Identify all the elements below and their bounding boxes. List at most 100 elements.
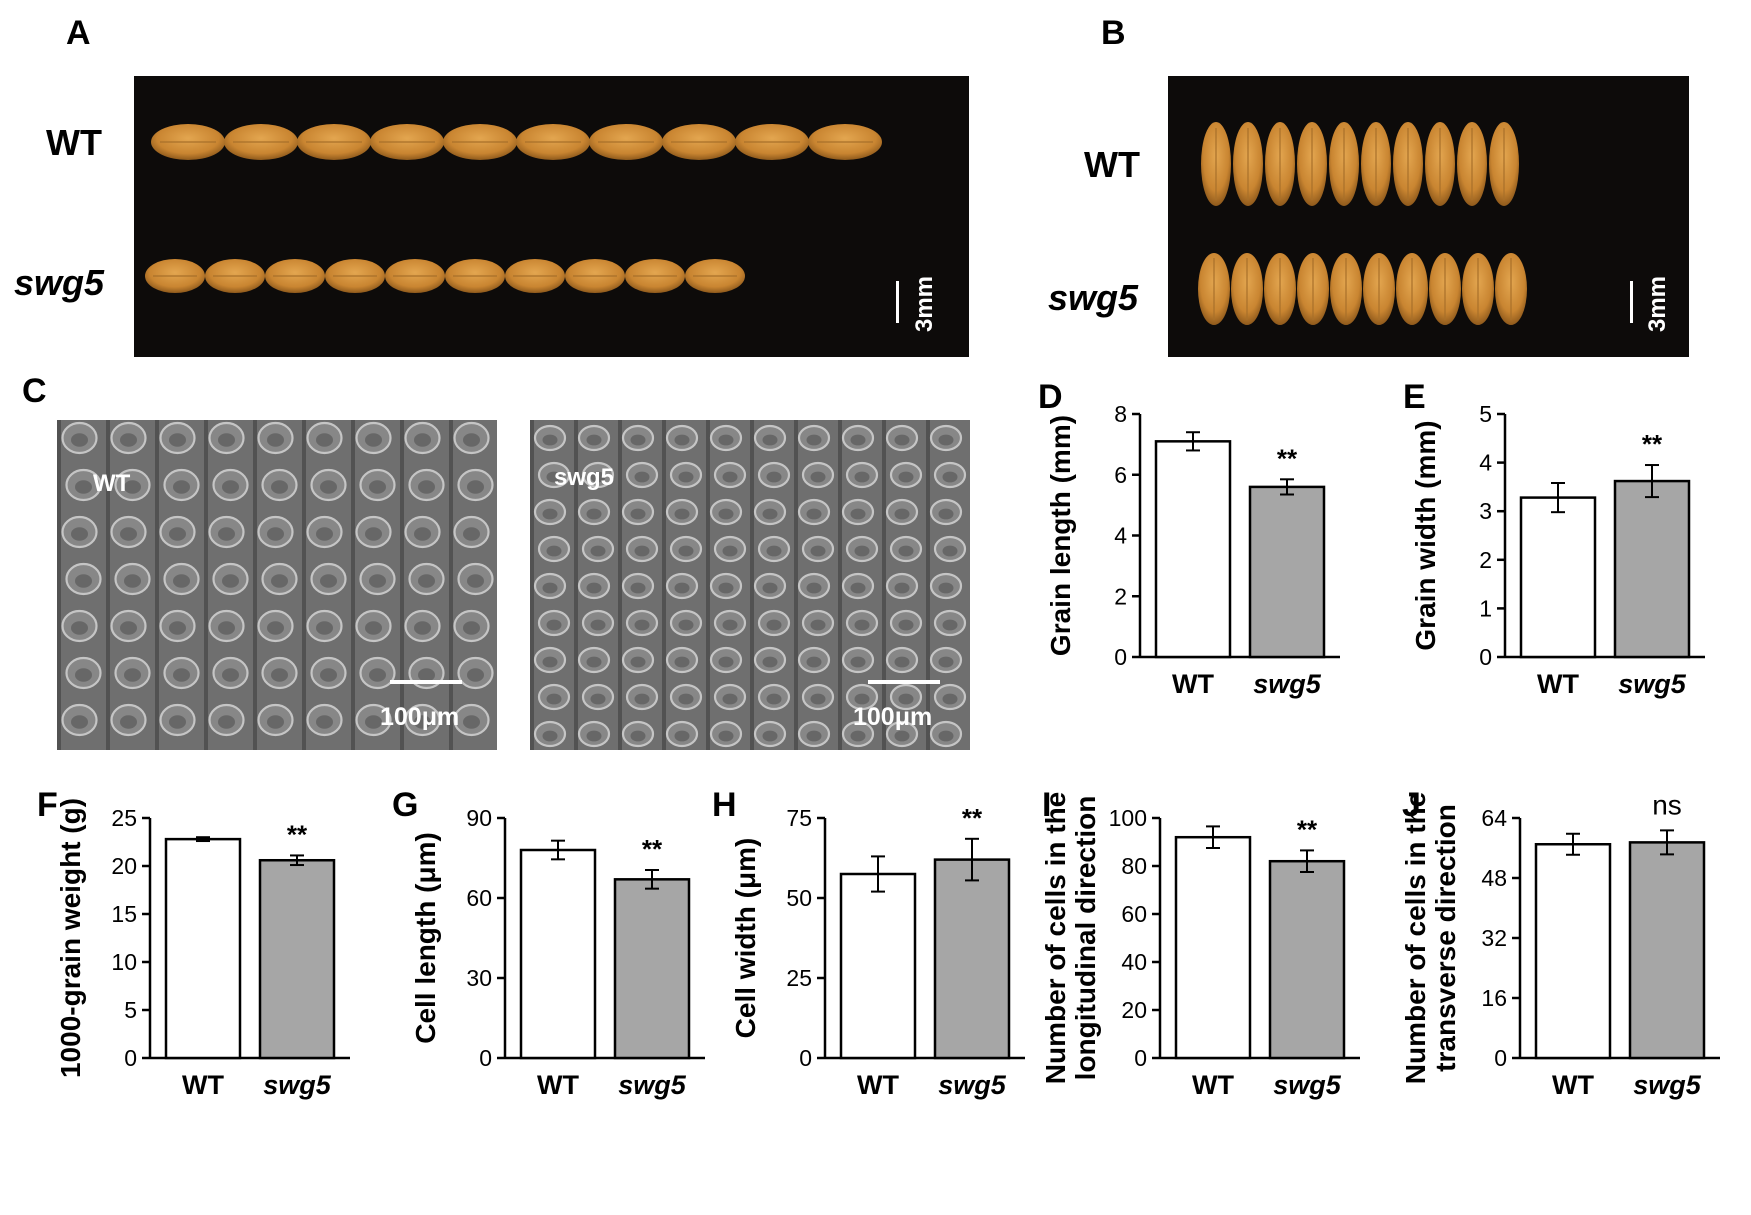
y-axis-label: transverse direction: [1430, 804, 1461, 1072]
sem-scale-bar-swg5: [868, 680, 940, 684]
y-axis-label: Number of cells in the: [1040, 792, 1071, 1085]
x-tick-label: WT: [1537, 669, 1579, 699]
scale-bar-b: [1630, 281, 1633, 323]
bar-swg5: [1613, 479, 1691, 659]
y-axis-label: longitudinal direction: [1070, 796, 1101, 1081]
y-tick-label: 90: [466, 805, 492, 831]
significance-marker: **: [1297, 814, 1318, 844]
grain-width-photo-drawing: [1198, 122, 1633, 325]
sem-image-swg5: swg5 100μm: [530, 420, 970, 750]
chart-grain-width: E 0 1 2 3 4 5 Grain width (mm) WT ** swg5: [1403, 378, 1705, 699]
y-tick-label: 15: [111, 901, 137, 927]
y-tick-label: 2: [1114, 583, 1127, 609]
significance-marker: ns: [1652, 789, 1682, 820]
panel-letter: I: [1042, 786, 1051, 824]
panel-letter: F: [37, 786, 58, 824]
y-tick-label: 4: [1479, 450, 1492, 476]
y-tick-label: 64: [1481, 805, 1507, 831]
y-tick-label: 0: [1114, 644, 1127, 670]
grain-rows-b: [1198, 122, 1527, 325]
panel-b-wt-label: WT: [1084, 144, 1140, 185]
sem-texture-wt: [57, 420, 497, 750]
x-tick-label: WT: [1192, 1070, 1234, 1100]
y-tick-label: 10: [111, 949, 137, 975]
y-tick-label: 25: [111, 805, 137, 831]
bar-wt: [1174, 835, 1252, 1060]
panel-letter-a: A: [66, 14, 91, 52]
bar-swg5: [1628, 841, 1706, 1060]
y-axis-label: Cell width (μm): [730, 838, 761, 1039]
scale-label-b: 3mm: [1644, 275, 1671, 332]
significance-marker: **: [642, 834, 663, 864]
bar-wt: [164, 837, 242, 1060]
panel-letter: H: [712, 786, 737, 824]
bar-swg5: [1268, 859, 1346, 1060]
grain-rows-a: [145, 124, 882, 293]
x-tick-label: WT: [857, 1070, 899, 1100]
y-tick-label: 32: [1481, 925, 1507, 951]
scale-label-a: 3mm: [911, 275, 938, 332]
y-tick-label: 0: [799, 1045, 812, 1071]
y-tick-label: 5: [1479, 401, 1492, 427]
bar-wt: [1154, 440, 1232, 659]
chart-grain-length: D 0 2 4 6 8 Grain length (mm) WT ** swg5: [1038, 378, 1340, 699]
grain-length-photo-drawing: [145, 124, 899, 323]
y-tick-label: 50: [786, 885, 812, 911]
y-tick-label: 75: [786, 805, 812, 831]
y-tick-label: 0: [1479, 644, 1492, 670]
panel-letter: D: [1038, 378, 1063, 416]
grain-length-photo: [134, 76, 969, 357]
y-axis-label: Grain width (mm): [1410, 420, 1441, 650]
bar-wt: [1519, 496, 1597, 659]
grain-width-photo: [1168, 76, 1689, 357]
y-tick-label: 0: [1134, 1045, 1147, 1071]
y-tick-label: 3: [1479, 498, 1492, 524]
x-tick-label: swg5: [1253, 669, 1322, 699]
bar-swg5: [258, 858, 336, 1060]
significance-marker: **: [962, 803, 983, 833]
bar-wt: [519, 848, 597, 1060]
y-tick-label: 40: [1121, 949, 1147, 975]
y-axis-label: Grain length (mm): [1045, 415, 1076, 656]
chart-cells-transverse: J 0 16 32 48 64 Number of cells in the transver…: [1400, 786, 1720, 1100]
sem-wt-label: WT: [93, 470, 131, 497]
chart-cells-longitudinal: I 0 20 40 60 80 100 Number of cells in the longi…: [1040, 786, 1360, 1100]
sem-scale-label-wt: 100μm: [380, 703, 460, 731]
x-tick-label: swg5: [618, 1070, 687, 1100]
x-tick-label: WT: [1172, 669, 1214, 699]
y-tick-label: 0: [124, 1045, 137, 1071]
panel-letter-b: B: [1101, 14, 1126, 52]
x-tick-label: swg5: [1633, 1070, 1702, 1100]
sem-scale-bar-wt: [390, 680, 462, 684]
y-tick-label: 5: [124, 997, 137, 1023]
y-tick-label: 6: [1114, 462, 1127, 488]
panel-a-swg5-label: swg5: [14, 262, 105, 303]
y-tick-label: 20: [1121, 997, 1147, 1023]
chart-1000-grain-weight: F 0 5 10 15 20 25 1000-grain weight (g) WT ** swg5: [37, 786, 350, 1100]
sem-texture-swg5: [530, 420, 970, 750]
y-axis-label: Number of cells in the: [1400, 792, 1431, 1085]
x-tick-label: swg5: [1273, 1070, 1342, 1100]
significance-marker: **: [1277, 443, 1298, 473]
y-axis-label: 1000-grain weight (g): [55, 798, 86, 1078]
sem-swg5-label: swg5: [554, 464, 615, 491]
panel-letter-c: C: [22, 372, 47, 410]
y-tick-label: 100: [1109, 805, 1147, 831]
significance-marker: **: [1642, 429, 1663, 459]
panel-letter: G: [392, 786, 418, 824]
y-tick-label: 8: [1114, 401, 1127, 427]
y-tick-label: 80: [1121, 853, 1147, 879]
x-tick-label: WT: [1552, 1070, 1594, 1100]
panel-letter: E: [1403, 378, 1426, 416]
scale-bar-a: [896, 281, 899, 323]
x-tick-label: WT: [537, 1070, 579, 1100]
sem-scale-label-swg5: 100μm: [853, 703, 933, 731]
sem-image-wt: WT 100μm: [57, 420, 497, 750]
bar-wt: [1534, 843, 1612, 1060]
x-tick-label: swg5: [1618, 669, 1687, 699]
y-tick-label: 30: [466, 965, 492, 991]
panel-a-wt-label: WT: [46, 122, 102, 163]
bar-swg5: [613, 878, 691, 1060]
bar-wt: [839, 872, 917, 1060]
y-tick-label: 25: [786, 965, 812, 991]
